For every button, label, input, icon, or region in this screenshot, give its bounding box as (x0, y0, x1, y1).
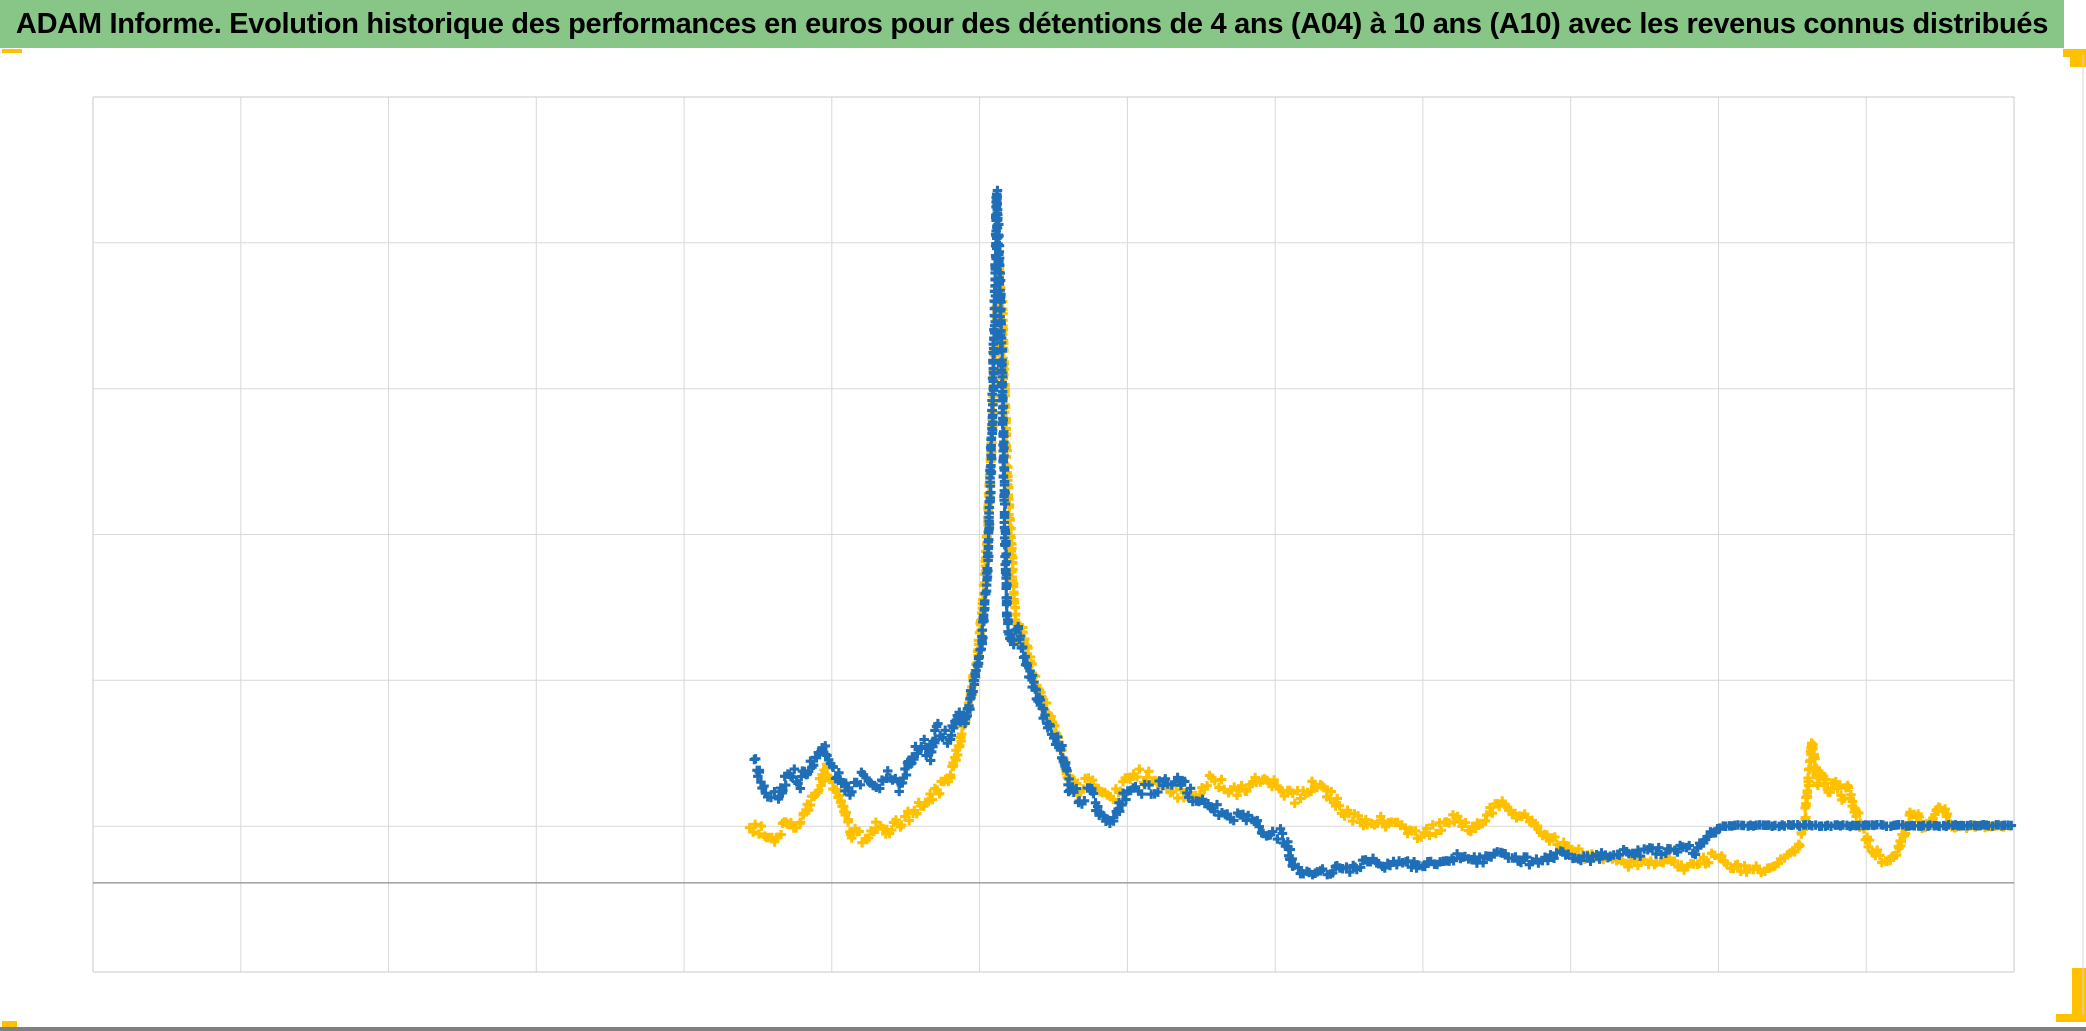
corner-accent-top-left (2, 49, 22, 53)
corner-accent-top-right-v (2070, 49, 2086, 67)
corner-accent-bottom-left (2, 1021, 17, 1028)
page-title: ADAM Informe. Evolution historique des p… (15, 7, 2049, 40)
scatter-blue-series (749, 185, 2017, 880)
title-bar: ADAM Informe. Evolution historique des p… (0, 0, 2064, 48)
corner-accent-bottom-right-h (2056, 1014, 2086, 1022)
gridlines (92, 96, 2015, 973)
scatter-yellow-series (744, 258, 2015, 878)
footer-bar (0, 1027, 2086, 1031)
